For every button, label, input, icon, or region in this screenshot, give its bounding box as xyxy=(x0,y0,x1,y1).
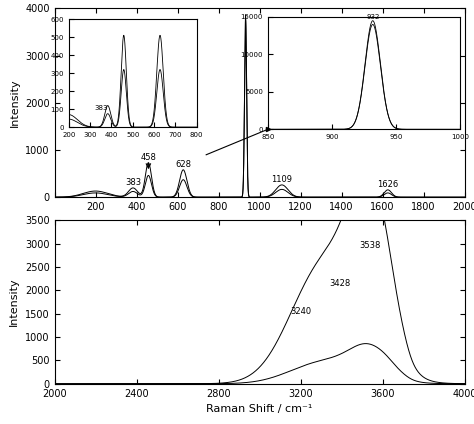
Text: 458: 458 xyxy=(140,153,156,162)
Text: 383: 383 xyxy=(125,179,141,187)
Y-axis label: Intensity: Intensity xyxy=(9,78,19,127)
Text: 1626: 1626 xyxy=(377,180,399,189)
X-axis label: Raman Shift / cm⁻¹: Raman Shift / cm⁻¹ xyxy=(206,404,313,414)
Text: 3538: 3538 xyxy=(360,241,381,250)
Text: 628: 628 xyxy=(175,160,191,169)
Y-axis label: Intensity: Intensity xyxy=(9,278,19,326)
Text: 3428: 3428 xyxy=(329,279,350,287)
Text: 3240: 3240 xyxy=(290,307,311,316)
Text: 932: 932 xyxy=(366,14,380,20)
Text: 383: 383 xyxy=(94,105,108,111)
Text: 1109: 1109 xyxy=(271,175,292,184)
